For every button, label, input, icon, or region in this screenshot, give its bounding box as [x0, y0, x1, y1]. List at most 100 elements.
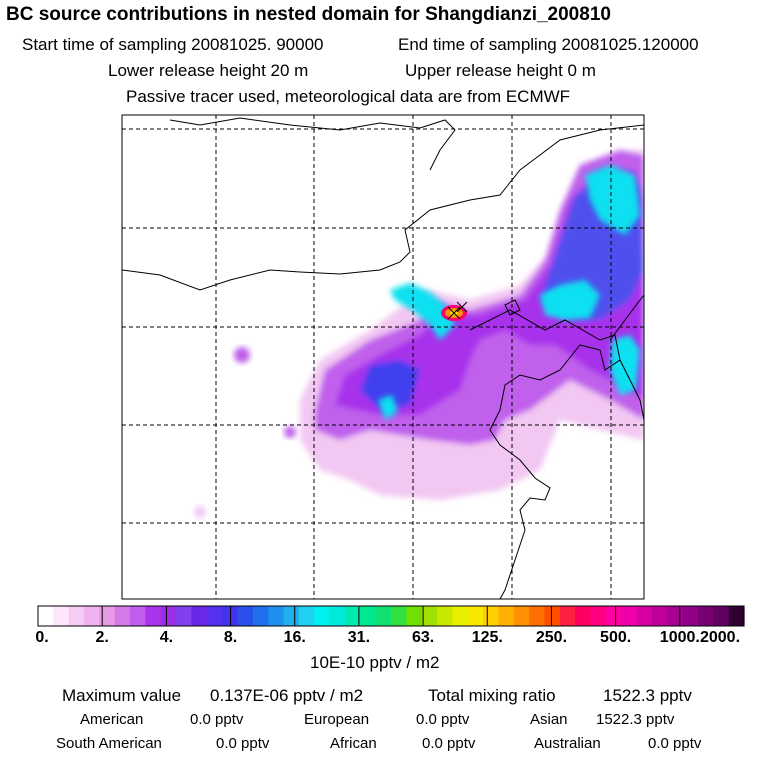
colorbar-swatch — [53, 606, 70, 626]
colorbar-swatch — [713, 606, 730, 626]
colorbar-swatch — [191, 606, 208, 626]
colorbar-swatch — [252, 606, 269, 626]
colorbar-swatch — [237, 606, 254, 626]
region-value: 0.0 pptv — [216, 735, 270, 752]
region-value: 1522.3 pptv — [596, 711, 675, 728]
colorbar-swatch — [651, 606, 668, 626]
region-value: 0.0 pptv — [416, 711, 470, 728]
end-time-label: End time of sampling 20081025.120000 — [398, 35, 699, 54]
colorbar-swatch — [344, 606, 361, 626]
colorbar-swatch — [268, 606, 285, 626]
region-label: Asian — [530, 711, 568, 728]
colorbar-swatch — [360, 606, 377, 626]
region-value: 0.0 pptv — [190, 711, 244, 728]
colorbar-tick-label: 16. — [283, 629, 306, 646]
plume-blue — [360, 360, 420, 410]
colorbar-swatch — [621, 606, 638, 626]
colorbar-swatch — [575, 606, 592, 626]
total-mixing-label: Total mixing ratio — [428, 686, 556, 705]
colorbar-swatch — [667, 606, 684, 626]
colorbar-tick-label: 31. — [347, 629, 371, 646]
colorbar-swatch — [130, 606, 147, 626]
patch-west — [234, 347, 250, 363]
region-label: American — [80, 711, 144, 728]
region-value: 0.0 pptv — [648, 735, 702, 752]
colorbar-unit: 10E-10 pptv / m2 — [310, 653, 440, 672]
colorbar-swatch — [483, 606, 500, 626]
colorbar-tick-label: 63. — [411, 629, 435, 646]
colorbar-tick-label: 2000. — [699, 629, 741, 646]
colorbar-swatch — [114, 606, 131, 626]
max-value-label: Maximum value — [62, 686, 182, 705]
border-line-2 — [169, 117, 456, 171]
upper-height-label: Upper release height 0 m — [405, 61, 596, 80]
region-label: European — [304, 711, 370, 728]
colorbar-swatch — [467, 606, 484, 626]
map-area — [122, 115, 644, 599]
colorbar-swatch — [38, 606, 54, 626]
island — [504, 299, 521, 316]
region-label: African — [330, 735, 377, 752]
colorbar-swatch — [314, 606, 331, 626]
colorbar-swatch — [544, 606, 561, 626]
coastline — [469, 309, 621, 599]
patch-sw — [194, 506, 206, 518]
colorbar-frame — [37, 605, 745, 627]
colorbar-swatch — [513, 606, 530, 626]
peninsula — [609, 294, 644, 421]
region-label: South American — [56, 735, 162, 752]
colorbar-tick-label: 250. — [535, 629, 568, 646]
colorbar-tick-label: 125. — [471, 629, 503, 646]
colorbar-swatch — [176, 606, 193, 626]
total-mixing-value: 1522.3 pptv — [603, 686, 692, 705]
core-cyan-ne — [540, 280, 600, 320]
core-cyan-ne2 — [585, 165, 640, 235]
region-value: 0.0 pptv — [422, 735, 476, 752]
colorbar-swatch — [590, 606, 607, 626]
colorbar-swatch — [329, 606, 346, 626]
colorbar-swatch — [697, 606, 714, 626]
colorbar-swatch — [682, 606, 699, 626]
core-cyan-station — [390, 283, 455, 340]
colorbar-swatch — [636, 606, 653, 626]
passive-tracer-label: Passive tracer used, meteorological data… — [126, 87, 571, 106]
colorbar-swatch — [84, 606, 100, 626]
chart-title: BC source contributions in nested domain… — [6, 4, 611, 25]
colorbar-swatch — [391, 606, 407, 626]
lower-height-label: Lower release height 20 m — [108, 61, 309, 80]
colorbar-tick-label: 1000. — [659, 629, 700, 646]
colorbar-tick-label: 500. — [600, 629, 632, 646]
max-value: 0.137E-06 pptv / m2 — [210, 686, 364, 705]
colorbar-swatch — [206, 606, 223, 626]
gridlines — [122, 115, 644, 599]
colorbar-swatch — [605, 606, 622, 626]
colorbar-swatch — [728, 606, 745, 626]
colorbar-swatch — [406, 606, 423, 626]
colorbar-swatch — [283, 606, 300, 626]
colorbar-swatch — [421, 606, 438, 626]
colorbar-tick-label: 8. — [223, 629, 238, 646]
core-cyan-south — [378, 395, 398, 420]
colorbar-swatch — [498, 606, 515, 626]
colorbar-swatch — [559, 606, 576, 626]
colorbar-swatch — [437, 606, 453, 626]
colorbar-swatch — [298, 606, 315, 626]
colorbar-tick-label: 0. — [35, 629, 49, 646]
patch-west2 — [284, 426, 296, 438]
colorbar-swatch — [99, 606, 116, 626]
colorbar-swatch — [452, 606, 469, 626]
colorbar-tick-label: 4. — [159, 629, 174, 646]
start-time-label: Start time of sampling 20081025. 90000 — [22, 35, 324, 54]
region-label: Australian — [534, 735, 601, 752]
colorbar-swatch — [375, 606, 392, 626]
border-line — [122, 124, 644, 291]
colorbar-swatch — [160, 606, 177, 626]
colorbar-swatch — [68, 606, 85, 626]
colorbar — [38, 606, 745, 626]
cross-marker — [447, 301, 468, 320]
colorbar-tick-label: 2. — [95, 629, 109, 646]
colorbar-swatch — [529, 606, 546, 626]
map-frame — [121, 114, 645, 600]
colorbar-swatch — [145, 606, 162, 626]
